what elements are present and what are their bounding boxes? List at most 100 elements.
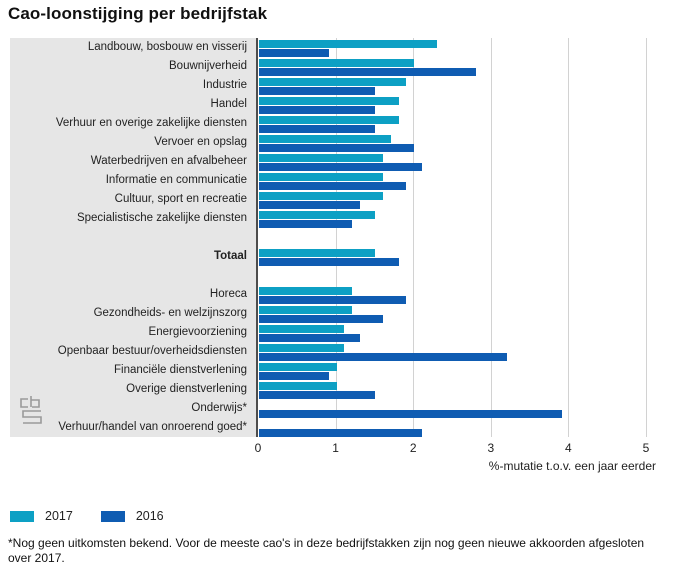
gridline (490, 38, 492, 437)
bar-2016 (259, 372, 329, 380)
bar-row (256, 380, 656, 399)
bar-2016 (259, 144, 415, 152)
gridline (646, 38, 647, 437)
bar-2016 (259, 163, 422, 171)
x-tick-label: 5 (642, 441, 650, 455)
bar-2016 (259, 353, 508, 361)
category-label: Landbouw, bosbouw en visserij (87, 41, 247, 53)
category-label: Financiële dienstverlening (114, 364, 247, 376)
bar-row (256, 171, 656, 190)
x-axis-ticks: 0 1 2 3 4 5 (254, 441, 656, 455)
bar-row (256, 285, 656, 304)
bar-2016 (259, 182, 407, 190)
bar-row (256, 361, 656, 380)
bar-2017 (259, 173, 384, 181)
bar-row (256, 152, 656, 171)
bar-row (256, 114, 656, 133)
bar-2017 (259, 249, 376, 257)
x-tick-label: 1 (332, 441, 339, 455)
legend-swatch-2016 (100, 510, 125, 522)
x-tick-label: 0 (254, 441, 262, 455)
legend-label-2017: 2017 (45, 509, 73, 523)
bar-row (256, 38, 656, 57)
bar-2016 (259, 68, 477, 76)
bar-2017 (259, 116, 399, 124)
legend-item-2016: 2016 (100, 509, 164, 523)
bar-row (256, 304, 656, 323)
legend: 2017 2016 (10, 509, 164, 523)
bar-2017 (259, 344, 345, 352)
gridline (413, 38, 415, 437)
chart-container: Landbouw, bosbouw en visserij Bouwnijverh… (10, 38, 656, 437)
category-label: Waterbedrijven en afvalbeheer (90, 155, 247, 167)
legend-swatch-2017 (10, 510, 34, 522)
cbs-logo (20, 396, 42, 424)
bar-2016 (259, 49, 329, 57)
category-label: Handel (210, 98, 247, 110)
bar-row (256, 190, 656, 209)
category-label: Overige dienstverlening (126, 383, 247, 395)
bar-row (256, 209, 656, 228)
category-label: Verhuur/handel van onroerend goed* (58, 421, 247, 433)
bar-2016 (259, 315, 384, 323)
category-label: Specialistische zakelijke diensten (76, 212, 247, 224)
bar-2017 (259, 97, 399, 105)
bar-2016 (259, 391, 376, 399)
bar-row (256, 323, 656, 342)
bar-2016 (259, 87, 376, 95)
category-label: Openbaar bestuur/overheidsdiensten (57, 345, 247, 357)
category-label: Verhuur en overige zakelijke diensten (55, 117, 247, 129)
bar-2016 (259, 106, 376, 114)
bar-2017 (259, 40, 438, 48)
plot-area (256, 38, 656, 437)
bar-2016 (259, 410, 562, 418)
category-label: Gezondheids- en welzijnszorg (93, 307, 247, 319)
footnote: *Nog geen uitkomsten bekend. Voor de mee… (8, 536, 645, 565)
bar-2017 (259, 382, 337, 390)
category-label: Industrie (202, 79, 247, 91)
category-label: Onderwijs* (191, 402, 247, 414)
bar-2017 (259, 211, 376, 219)
gridline (568, 38, 570, 437)
x-tick-label: 3 (487, 441, 495, 455)
bar-2017 (259, 363, 337, 371)
category-label: Energievoorziening (148, 326, 247, 338)
bar-2016 (259, 429, 422, 437)
category-labels: Landbouw, bosbouw en visserij Bouwnijverh… (10, 38, 256, 437)
bar-row (256, 418, 656, 437)
bar-2017 (259, 306, 353, 314)
legend-item-2017: 2017 (10, 509, 73, 523)
bar-row (256, 247, 656, 266)
bar-2016 (259, 334, 360, 342)
spacer-row (256, 228, 656, 247)
bar-2017 (259, 325, 345, 333)
bar-2016 (259, 125, 376, 133)
bar-2017 (259, 135, 391, 143)
category-label: Vervoer en opslag (154, 136, 247, 148)
bar-2016 (259, 201, 360, 209)
bar-2017 (259, 192, 384, 200)
bar-2017 (259, 78, 407, 86)
bar-row (256, 95, 656, 114)
bar-2016 (259, 296, 407, 304)
legend-label-2016: 2016 (135, 509, 164, 523)
category-label: Cultuur, sport en recreatie (114, 193, 247, 205)
spacer-row (10, 228, 256, 247)
x-tick-label: 2 (409, 441, 417, 455)
category-label: Horeca (209, 288, 247, 300)
spacer-row (256, 266, 656, 285)
bar-row (256, 399, 656, 418)
page-title: Cao-loonstijging per bedrijfstak (8, 4, 268, 23)
gridline (335, 38, 337, 437)
bar-row (256, 76, 656, 95)
bar-2017 (259, 287, 353, 295)
bar-2016 (259, 258, 399, 266)
spacer-row (10, 266, 256, 285)
category-label: Bouwnijverheid (169, 60, 247, 72)
x-axis-label: %-mutatie t.o.v. een jaar eerder (488, 459, 656, 473)
category-label: Informatie en communicatie (105, 174, 247, 186)
bar-2016 (259, 220, 353, 228)
bar-row (256, 133, 656, 152)
bar-row (256, 342, 656, 361)
x-tick-label: 4 (565, 441, 572, 455)
